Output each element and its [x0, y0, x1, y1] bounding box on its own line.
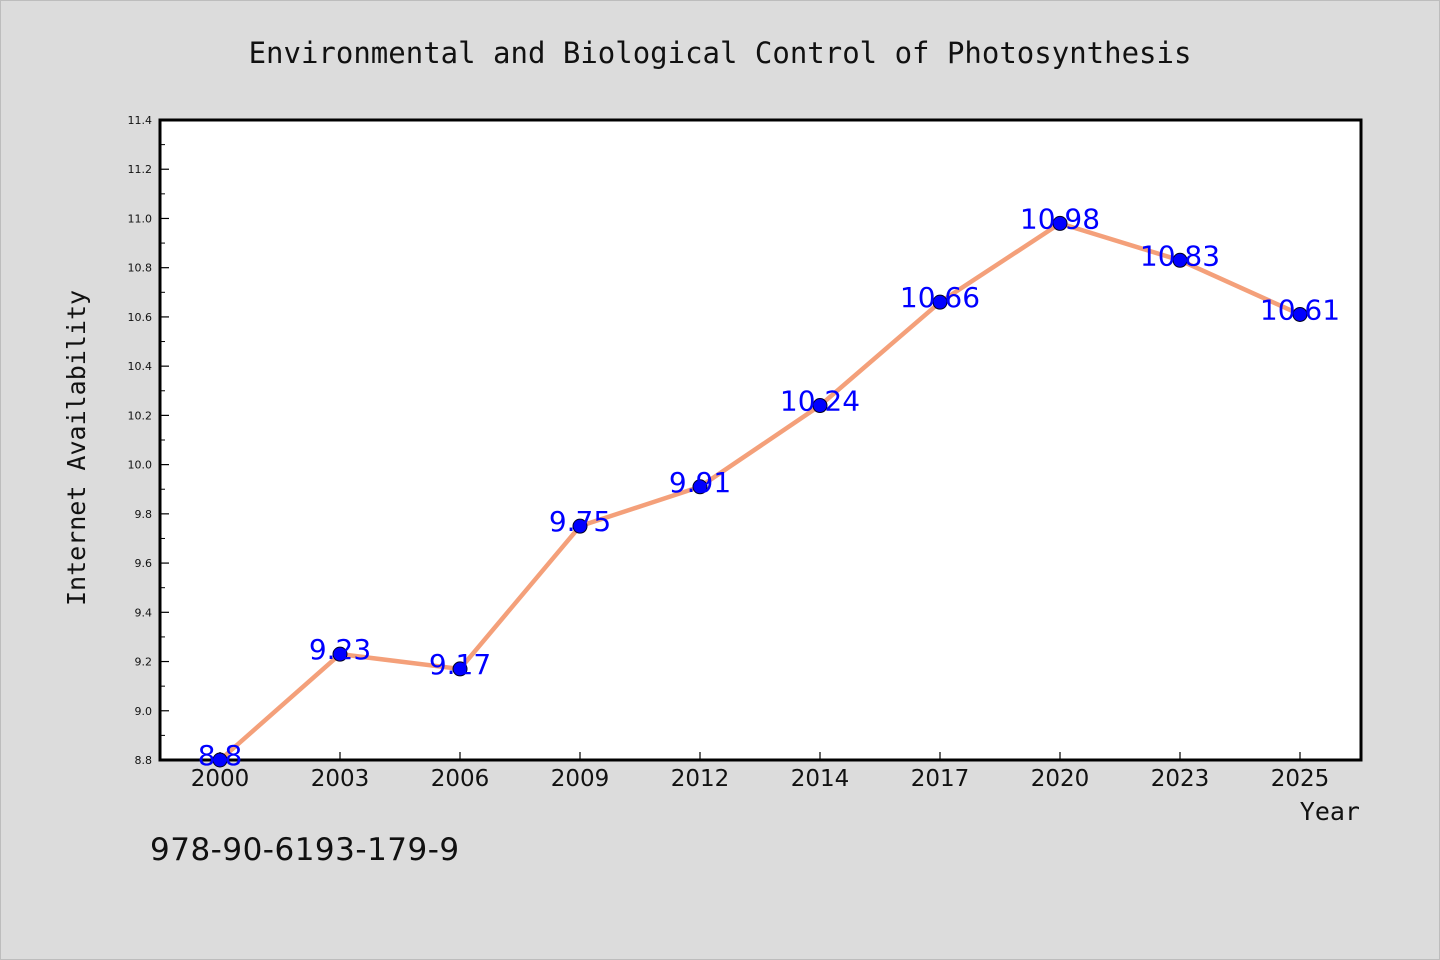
x-tick-label: 2009: [551, 766, 610, 792]
y-axis-label: Internet Availability: [62, 290, 91, 606]
data-point: [812, 398, 828, 414]
markers-group: [212, 215, 1308, 768]
x-tick-label: 2020: [1031, 766, 1090, 792]
y-tick-label: 11.2: [128, 163, 153, 176]
x-tick-label: 2003: [311, 766, 370, 792]
y-tick-label: 8.8: [135, 754, 153, 767]
y-tick-label: 9.0: [135, 705, 153, 718]
y-tick-label: 9.4: [135, 606, 153, 619]
data-point: [1292, 306, 1308, 322]
y-tick-label: 10.4: [128, 360, 153, 373]
data-label: 9.23: [309, 633, 371, 666]
x-tick-label: 2006: [431, 766, 490, 792]
y-tick-label: 10.2: [128, 409, 153, 422]
y-tick-label: 9.2: [135, 656, 153, 669]
data-label: 10.98: [1020, 202, 1100, 235]
x-axis-label: Year: [1300, 797, 1360, 826]
data-point: [692, 479, 708, 495]
data-point: [1172, 252, 1188, 268]
data-label: 9.91: [669, 466, 731, 499]
y-axis: 8.8 9.0 9.2 9.4 9.6 9.8 10.0 10.2 10.4 10.6 10.8 11…: [128, 114, 169, 767]
x-axis: 2000 2003 2006 2009 2012 2014 2017 2020 2023 2025: [191, 752, 1330, 792]
data-point: [212, 752, 228, 768]
data-labels-group: 8.8 9.23 9.17 9.75 9.91 10.24 10.66 10.98 10.83 1…: [198, 202, 1340, 772]
chart-title: Environmental and Biological Control of …: [249, 36, 1192, 70]
x-tick-label: 2023: [1151, 766, 1210, 792]
x-tick-label: 2025: [1271, 766, 1330, 792]
y-tick-label: 10.0: [128, 459, 153, 472]
y-tick-label: 11.0: [128, 212, 153, 225]
isbn-text: 978-90-6193-179-9: [150, 832, 460, 868]
series-line-group: [218, 221, 1301, 762]
y-tick-label: 10.6: [128, 311, 153, 324]
x-tick-label: 2000: [191, 766, 250, 792]
data-label: 10.61: [1260, 293, 1340, 326]
y-tick-label: 9.8: [135, 508, 153, 521]
y-tick-label: 9.6: [135, 557, 153, 570]
data-label: 10.66: [900, 281, 980, 314]
data-label: 8.8: [198, 739, 243, 772]
data-label: 9.75: [549, 505, 611, 538]
y-tick-label: 10.8: [128, 262, 153, 275]
y-tick-label: 11.4: [128, 114, 153, 127]
x-tick-label: 2014: [791, 766, 850, 792]
x-tick-label: 2012: [671, 766, 730, 792]
data-point: [1052, 215, 1068, 231]
data-point: [452, 661, 468, 677]
data-label: 9.17: [429, 648, 491, 681]
data-point: [572, 518, 588, 534]
data-point: [332, 646, 348, 662]
data-label: 10.24: [780, 385, 860, 418]
data-label: 10.83: [1140, 239, 1220, 272]
series-line: [218, 221, 1301, 762]
x-tick-label: 2017: [911, 766, 970, 792]
plot-area: [158, 118, 1363, 762]
data-point: [932, 294, 948, 310]
